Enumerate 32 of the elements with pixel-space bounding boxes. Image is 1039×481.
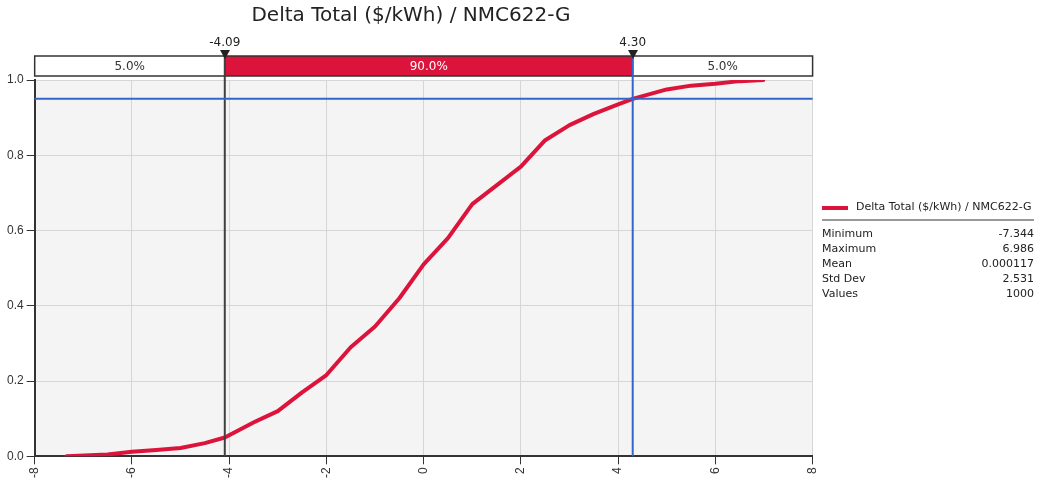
text: Maximum bbox=[822, 242, 878, 255]
x-tick-label: -6 bbox=[124, 467, 139, 478]
text: 90.0% bbox=[409, 59, 448, 74]
x-tick-label: 6 bbox=[707, 467, 722, 475]
x-tick-label: -2 bbox=[318, 467, 333, 478]
legend-label: Delta Total ($/kWh) / NMC622-G bbox=[856, 200, 1032, 213]
text: -7.344 bbox=[997, 227, 1034, 240]
text: Values bbox=[822, 287, 859, 300]
y-tick-label: 0.8 bbox=[6, 147, 24, 162]
ref-line-label: 4.30 bbox=[619, 35, 647, 50]
text: 1000 bbox=[1005, 287, 1034, 300]
y-tick-label: 0.2 bbox=[6, 373, 24, 388]
text: Mean bbox=[822, 257, 853, 270]
text: 5.0% bbox=[707, 59, 738, 74]
x-tick-label: 4 bbox=[610, 467, 625, 475]
text: 2.531 bbox=[1001, 272, 1034, 285]
x-tick-label: 8 bbox=[804, 467, 819, 475]
x-tick-label: -8 bbox=[26, 467, 41, 478]
chart-title: Delta Total ($/kWh) / NMC622-G bbox=[251, 2, 571, 27]
x-tick-label: 2 bbox=[513, 467, 528, 475]
text: 6.986 bbox=[1001, 242, 1034, 255]
text: 0.000117 bbox=[981, 257, 1034, 270]
text: Minimum bbox=[822, 227, 874, 240]
text: Std Dev bbox=[822, 272, 867, 285]
y-tick-label: 1.0 bbox=[6, 72, 24, 87]
text: 5.0% bbox=[114, 59, 145, 74]
ref-line-label: -4.09 bbox=[209, 35, 241, 50]
x-tick-label: 0 bbox=[415, 467, 430, 475]
y-tick-label: 0.6 bbox=[6, 222, 24, 237]
x-tick-label: -4 bbox=[221, 467, 236, 478]
y-tick-label: 0.0 bbox=[6, 448, 24, 463]
y-tick-label: 0.4 bbox=[6, 298, 24, 313]
